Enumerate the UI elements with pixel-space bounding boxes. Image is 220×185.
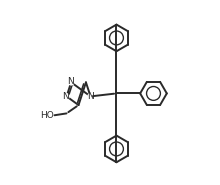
Circle shape (69, 80, 74, 85)
Text: N: N (67, 77, 74, 86)
Text: HO: HO (40, 111, 54, 120)
Text: N: N (88, 92, 94, 101)
Circle shape (64, 94, 69, 99)
Circle shape (88, 94, 93, 99)
Text: N: N (62, 92, 69, 101)
